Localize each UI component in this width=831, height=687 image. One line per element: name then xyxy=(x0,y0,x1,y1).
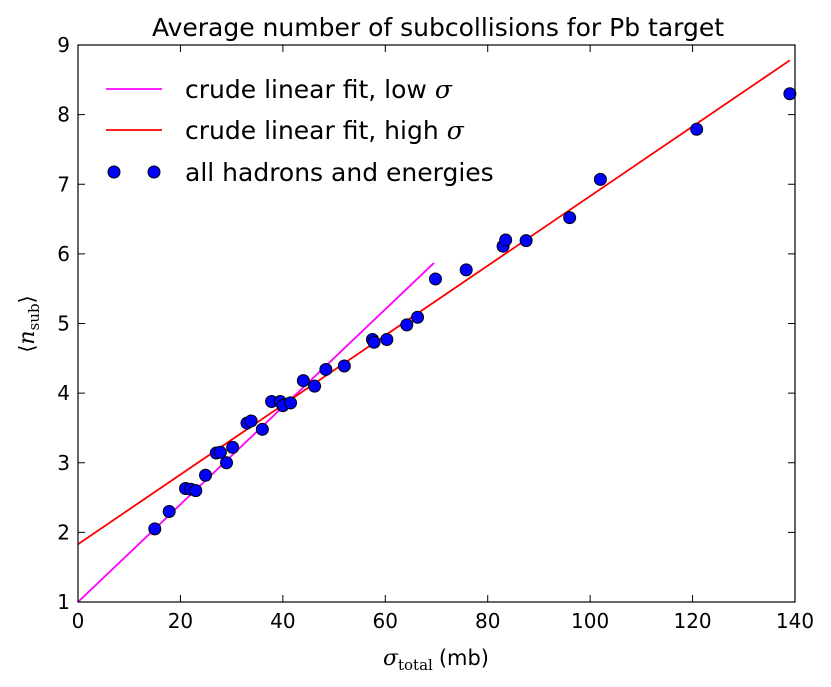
data-point xyxy=(411,310,425,324)
x-axis-symbol: σ xyxy=(383,646,399,671)
data-point xyxy=(400,318,414,332)
x-tick-label: 0 xyxy=(72,609,85,633)
chart-title: Average number of subcollisions for Pb t… xyxy=(152,13,724,42)
data-point xyxy=(213,445,227,459)
y-axis-subscript: sub xyxy=(25,303,43,330)
y-tick-label: 9 xyxy=(57,33,70,57)
data-point xyxy=(284,396,298,410)
x-tick-label: 20 xyxy=(168,609,193,633)
series-layer xyxy=(77,59,797,603)
x-tick-label: 80 xyxy=(475,609,500,633)
y-tick-label: 6 xyxy=(57,242,70,266)
y-tick-label: 8 xyxy=(57,103,70,127)
y-axis-bracket-open: ⟨ xyxy=(15,345,39,353)
x-tick-label: 100 xyxy=(571,609,609,633)
y-tick-label: 7 xyxy=(57,172,70,196)
data-point xyxy=(220,456,234,470)
x-axis-label: σtotal (mb) xyxy=(383,646,489,674)
x-axis-unit: (mb) xyxy=(439,646,489,670)
data-point xyxy=(226,440,240,454)
tick-layer: 0 20 40 60 80 100 120 140 1 2 3 4 5 6 7 8 9 xyxy=(57,33,814,633)
data-point xyxy=(244,414,258,428)
data-point xyxy=(428,272,442,286)
data-point xyxy=(367,335,381,349)
data-point xyxy=(337,359,351,373)
data-point xyxy=(255,422,269,436)
data-point xyxy=(189,484,203,498)
data-point xyxy=(199,468,213,482)
data-point xyxy=(690,122,704,136)
y-tick-label: 2 xyxy=(57,520,70,544)
data-point xyxy=(148,522,162,536)
y-tick-label: 1 xyxy=(57,590,70,614)
data-point xyxy=(308,379,322,393)
legend-marker-swatch xyxy=(107,165,121,179)
x-axis-subscript: total xyxy=(398,656,433,674)
data-point xyxy=(499,233,513,247)
y-axis-symbol: n xyxy=(15,330,40,344)
x-tick-label: 60 xyxy=(373,609,398,633)
data-point xyxy=(563,211,577,225)
data-point xyxy=(319,362,333,376)
legend-entry-symbol: σ xyxy=(435,75,453,104)
y-axis-label: ⟨nsub⟩ xyxy=(15,295,43,353)
legend-entry-label: crude linear fit, low σ xyxy=(185,75,453,104)
y-tick-label: 4 xyxy=(57,381,70,405)
data-point xyxy=(519,234,533,248)
plot-frame xyxy=(77,44,796,603)
x-tick-label: 40 xyxy=(270,609,295,633)
data-point xyxy=(296,374,310,388)
y-axis-bracket-close: ⟩ xyxy=(15,295,39,303)
fit-line xyxy=(77,59,791,545)
x-tick-label: 120 xyxy=(673,609,711,633)
legend-entry-label: all hadrons and energies xyxy=(185,158,494,187)
legend-marker-swatch xyxy=(147,165,161,179)
legend-entry-text: all hadrons and energies xyxy=(185,158,494,187)
legend-entry-symbol: σ xyxy=(447,116,465,145)
legend-entry-label: crude linear fit, high σ xyxy=(185,116,465,145)
data-point xyxy=(593,172,607,186)
data-point xyxy=(162,504,176,518)
legend-entry-text: crude linear fit, high xyxy=(185,116,439,145)
y-tick-label: 3 xyxy=(57,451,70,475)
fit-line xyxy=(77,262,435,603)
data-point xyxy=(783,87,797,101)
legend-entry-text: crude linear fit, low xyxy=(185,75,427,104)
x-tick-label: 140 xyxy=(776,609,814,633)
y-tick-label: 5 xyxy=(57,312,70,336)
data-point xyxy=(380,333,394,347)
data-point xyxy=(459,263,473,277)
